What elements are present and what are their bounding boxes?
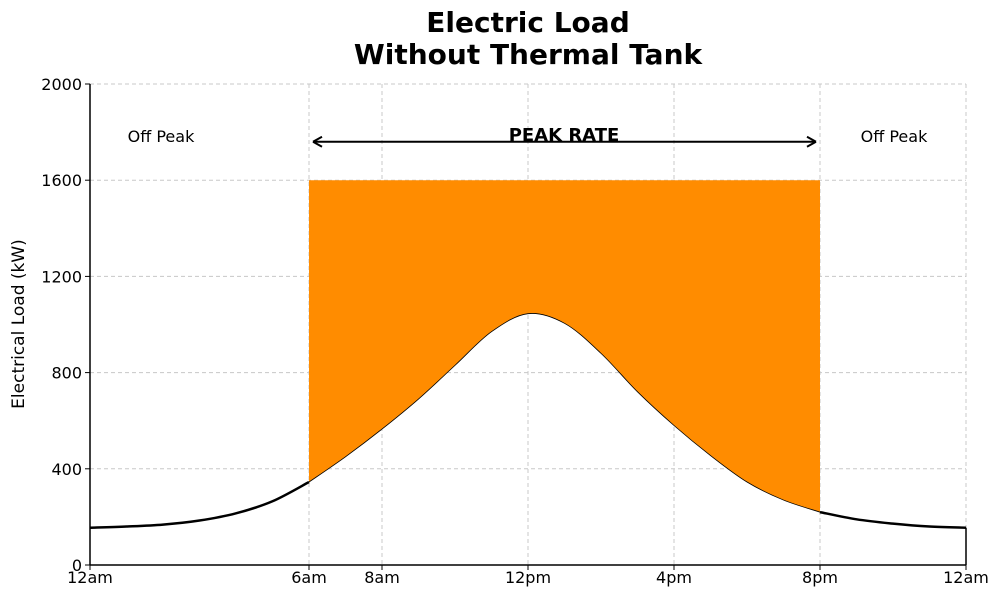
load-line	[89, 313, 967, 529]
grid-lines	[90, 83, 967, 565]
x-tick-label: 8am	[364, 568, 400, 587]
off-peak-right-label: Off Peak	[861, 127, 928, 146]
x-tick-label: 8pm	[802, 568, 838, 587]
x-tick-label: 4pm	[656, 568, 692, 587]
x-tick-label: 12pm	[505, 568, 551, 587]
y-tick-label: 800	[51, 364, 82, 383]
y-tick-label: 400	[51, 460, 82, 479]
y-tick-label: 2000	[41, 75, 82, 94]
y-tick-label: 1200	[41, 267, 82, 286]
peak-fill-region	[309, 180, 820, 513]
chart-title-line-1: Electric Load	[426, 6, 629, 39]
y-axis-label: Electrical Load (kW)	[9, 239, 29, 409]
y-tick-label: 1600	[41, 171, 82, 190]
load-line-peak	[308, 313, 821, 513]
peak-fill-area	[309, 180, 820, 513]
load-line-offpeak-right	[819, 510, 967, 529]
x-tick-label: 6am	[291, 568, 327, 587]
peak-arrow-head-left	[312, 135, 323, 148]
x-tick-label: 12am	[943, 568, 989, 587]
load-line-offpeak-left	[89, 480, 310, 529]
annotations: Off Peak PEAK RATE Off Peak	[128, 125, 928, 148]
y-tick-label: 0	[72, 556, 82, 575]
peak-rate-label: PEAK RATE	[509, 125, 620, 146]
chart-title-line-2: Without Thermal Tank	[354, 38, 704, 71]
peak-arrow-head-right	[806, 135, 817, 148]
tick-labels: 0 400 800 1200 1600 2000 12am 6am 8am 12pm 4pm 8pm 1…	[41, 75, 989, 587]
off-peak-left-label: Off Peak	[128, 127, 195, 146]
x-tick-label: 12am	[67, 568, 113, 587]
